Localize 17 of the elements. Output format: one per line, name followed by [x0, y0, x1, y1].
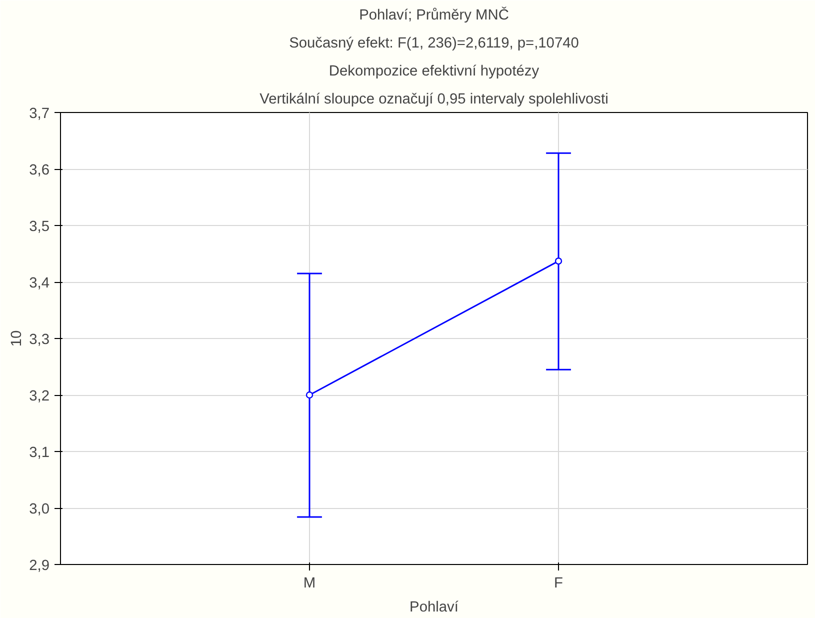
y-axis-title: 10 [9, 330, 26, 347]
chart-subtitle: Současný efekt: F(1, 236)=2,6119, p=,10740 [289, 36, 579, 52]
y-tick-label: 3,1 [29, 445, 50, 461]
chart-title: Pohlaví; Průměry MNČ [359, 6, 510, 24]
y-tick-label: 3,0 [29, 502, 50, 518]
x-tick-label: M [303, 576, 316, 592]
y-tick-label: 3,3 [29, 332, 50, 348]
y-tick-label: 3,2 [29, 388, 50, 404]
text: Dekompozice efektivní hypotézy [328, 64, 540, 80]
y-tick-label: 3,7 [29, 106, 50, 122]
y-tick-label: 2,9 [29, 558, 50, 574]
x-tick-label: F [554, 576, 564, 592]
text: Vertikální sloupce označují 0,95 intervaly spolehlivosti [260, 92, 608, 108]
y-tick-label: 3,4 [29, 276, 50, 292]
y-tick-label: 3,5 [29, 219, 50, 235]
x-axis-title: Pohlaví [410, 600, 458, 616]
y-tick-label: 3,6 [29, 162, 50, 178]
